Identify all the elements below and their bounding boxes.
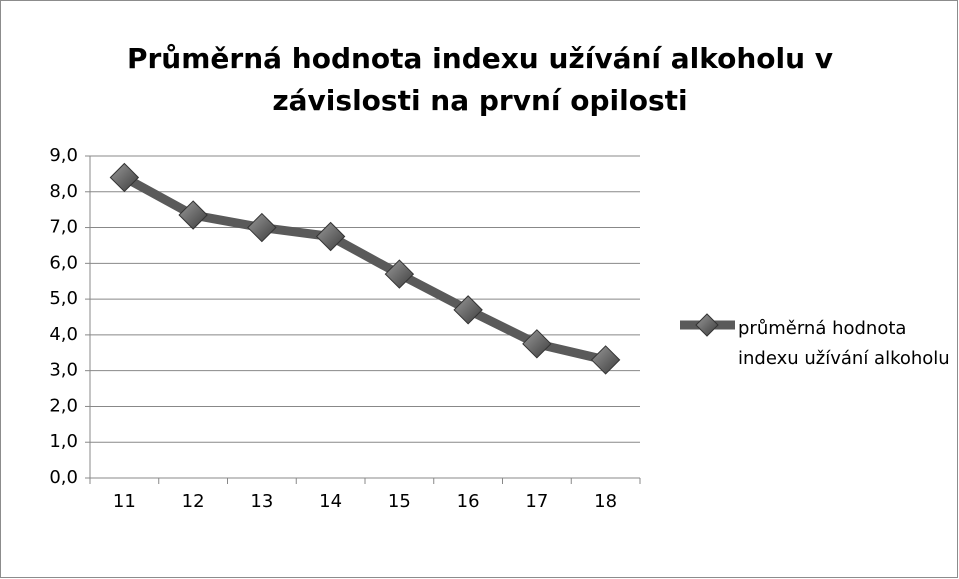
chart-title: Průměrná hodnota indexu užívání alkoholu… (126, 42, 834, 117)
y-tick-label: 8,0 (49, 181, 78, 202)
x-tick-label: 16 (457, 491, 480, 512)
y-tick-label: 7,0 (49, 217, 78, 238)
y-tick-label: 5,0 (49, 288, 78, 309)
x-tick-label: 13 (250, 491, 273, 512)
y-tick-label: 6,0 (49, 252, 78, 273)
data-point (453, 295, 483, 325)
data-point (522, 329, 552, 359)
y-tick-label: 1,0 (49, 431, 78, 452)
y-tick-label: 3,0 (49, 360, 78, 381)
data-point (109, 162, 140, 193)
y-tick-label: 2,0 (49, 395, 78, 416)
y-tick-label: 4,0 (49, 324, 78, 345)
data-point (178, 200, 208, 230)
legend-swatch-marker (695, 313, 719, 337)
data-point (315, 221, 346, 252)
x-tick-label: 11 (113, 491, 136, 512)
x-tick-label: 17 (525, 491, 548, 512)
data-point (247, 212, 277, 243)
y-tick-label: 9,0 (49, 145, 78, 166)
y-tick-label: 0,0 (49, 467, 78, 488)
data-point (590, 345, 621, 375)
x-tick-label: 18 (594, 491, 617, 512)
x-tick-label: 15 (388, 491, 411, 512)
legend-label: průměrná hodnota indexu užívání alkoholu (738, 318, 950, 369)
x-tick-label: 14 (319, 491, 342, 512)
x-tick-label: 12 (182, 491, 205, 512)
data-point (384, 259, 415, 289)
